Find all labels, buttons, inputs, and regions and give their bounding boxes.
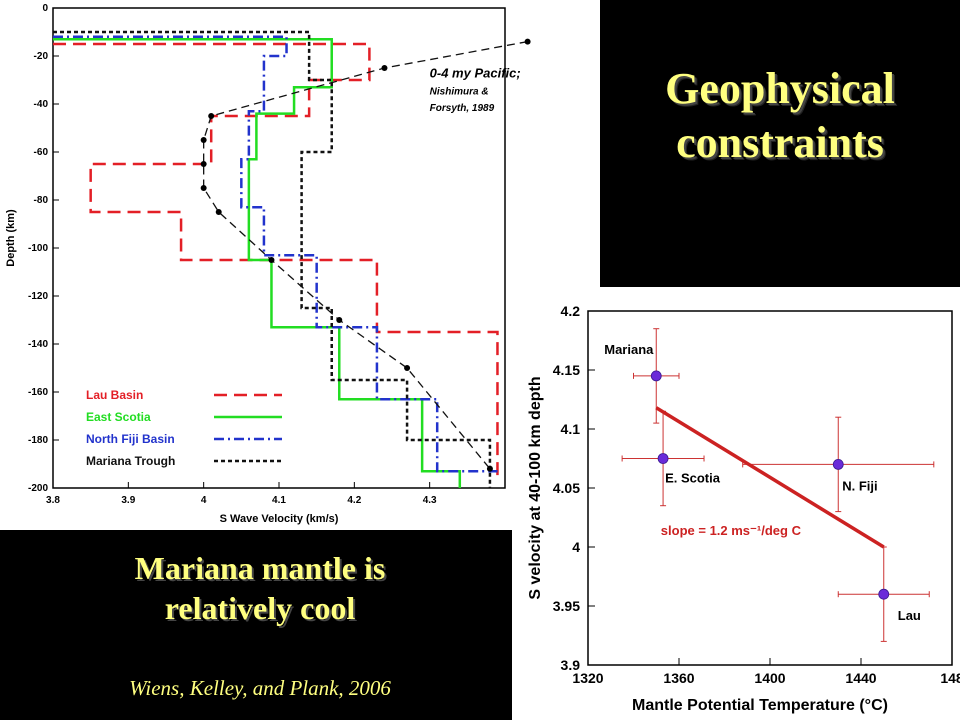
x-axis-label: S Wave Velocity (km/s) [220,513,339,525]
series-line [53,35,498,473]
series-line [203,40,528,470]
annotation-line: 0-4 my Pacific; [430,66,521,81]
x-tick-label: 3.9 [121,495,135,506]
data-point [268,257,275,263]
velocity-temperature-chart: 1320 1360 1400 1440 148 3.9 3.95 4 4.05 4.1 4.15 4.… [512,287,960,720]
y-tick-label: -200 [28,483,48,494]
data-point [336,317,343,323]
y-tick-label: -20 [34,51,49,62]
x-tick-label: 1400 [754,670,785,686]
data-point [381,65,388,71]
y-axis-label: S velocity at 40-100 km depth [527,376,544,599]
data-point [832,458,844,470]
x-tick-label: 148 [940,670,960,686]
y-axis-label: Depth (km) [5,209,17,267]
y-tick-label: -40 [34,99,49,110]
series-line [53,42,499,476]
data-point [524,38,531,45]
x-axis-label: Mantle Potential Temperature (°C) [632,697,888,714]
x-tick-label: 4.2 [347,495,361,506]
data-point [200,185,207,191]
slide-subtitle: Mariana mantle is relatively cool [40,548,480,628]
slide-title-line2: constraints [676,118,884,167]
chart2-background [512,287,960,720]
y-tick-label: 4.05 [553,480,580,496]
data-point [657,453,669,464]
x-tick-label: 4.3 [423,495,437,506]
legend-label: North Fiji Basin [86,432,175,446]
y-tick-label: 3.95 [553,598,580,614]
y-tick-label: 0 [42,3,48,14]
legend-label: Mariana Trough [86,454,175,468]
x-tick-label: 3.8 [46,495,60,506]
y-tick-label: 4.2 [561,303,581,319]
velocity-depth-chart: 3.8 3.9 4 4.1 4.2 4.3 0 -20 -40 -60 -80 -100 -120 -14… [0,0,600,530]
legend-label: East Scotia [86,410,151,424]
x-tick-label: 4.1 [272,495,286,506]
y-tick-label: -80 [34,195,49,206]
series-line [53,30,492,488]
point-label: Mariana [604,342,654,357]
slide-subtitle-line2: relatively cool [164,590,356,626]
series-line [53,37,462,488]
x-tick-label: 4 [201,495,207,506]
fit-annotation: slope = 1.2 ms⁻¹/deg C [661,523,802,538]
citation: Wiens, Kelley, and Plank, 2006 [129,676,391,700]
data-point [200,137,207,143]
y-tick-label: 4.1 [561,421,581,437]
slide-subtitle-line1: Mariana mantle is [134,550,386,586]
slide-title-line1: Geophysical [665,64,895,113]
annotation-line: Nishimura & [430,86,489,97]
point-label: Lau [898,608,921,623]
data-point [215,209,222,215]
data-point [208,113,215,119]
legend-label: Lau Basin [86,388,143,402]
y-tick-label: 3.9 [561,657,581,673]
y-tick-label: 4 [572,539,580,555]
data-point [878,588,890,600]
y-tick-label: 4.15 [553,362,580,378]
data-point [650,370,662,382]
y-tick-label: -60 [34,147,49,158]
y-tick-label: -180 [28,435,48,446]
x-tick-label: 1440 [845,670,876,686]
annotation-line: Forsyth, 1989 [430,103,495,114]
x-tick-label: 1360 [663,670,694,686]
point-label: E. Scotia [665,471,721,486]
fit-line [655,406,885,549]
data-point [486,465,493,472]
y-tick-label: -140 [28,339,48,350]
slide-title: Geophysical constraints [600,62,960,170]
y-tick-label: -100 [28,243,48,254]
point-label: N. Fiji [842,478,877,493]
x-tick-label: 1320 [572,670,603,686]
y-tick-label: -120 [28,291,48,302]
y-tick-label: -160 [28,387,48,398]
data-point [404,365,411,371]
data-point [200,161,207,167]
